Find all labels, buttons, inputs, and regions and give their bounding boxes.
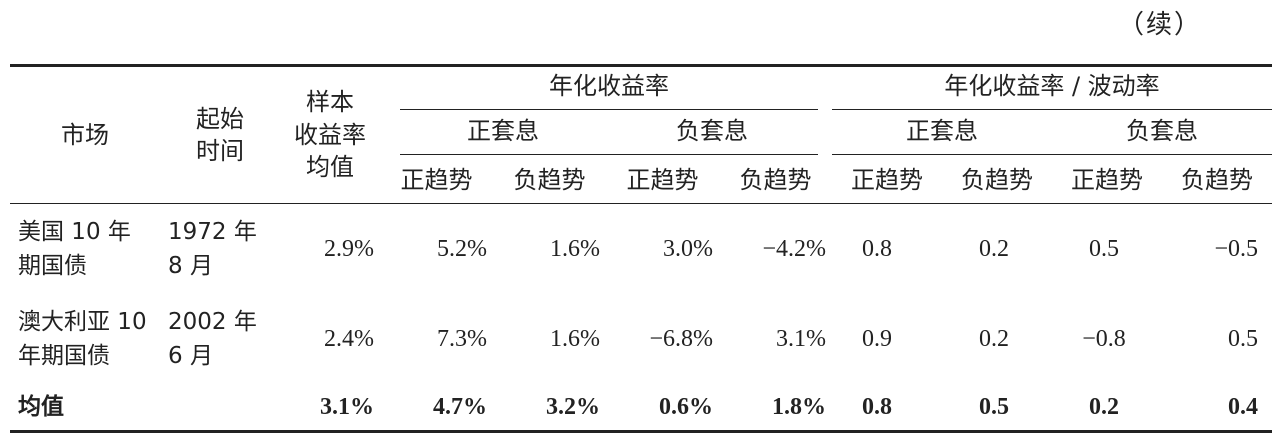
cell-value: 0.6% bbox=[606, 384, 719, 433]
cell-value: 3.2% bbox=[493, 384, 606, 433]
cell-value: 0.5 bbox=[1228, 325, 1259, 352]
cell-value: 1.8% bbox=[719, 384, 832, 433]
continued-label: （续） bbox=[1117, 10, 1202, 40]
cell-value: −6.8% bbox=[649, 325, 713, 352]
cell-value: 4.7% bbox=[380, 384, 493, 433]
cell-start: 1972 年 8 月 bbox=[168, 218, 257, 280]
cell-value: 0.4 bbox=[1162, 384, 1273, 433]
cell-value: 1.6% bbox=[550, 235, 600, 262]
header-neg-carry-2: 负套息 bbox=[1052, 113, 1273, 157]
table-row-mean: 均值 3.1% 4.7% 3.2% 0.6% 1.8% 0.8 0.5 0.2 … bbox=[10, 384, 1273, 433]
cell-start bbox=[160, 384, 280, 433]
cell-value: 1.6% bbox=[550, 325, 600, 352]
header-annual-return-vol: 年化收益率 / 波动率 bbox=[832, 64, 1273, 113]
cell-value: 2.4% bbox=[324, 325, 374, 352]
data-table: 市场 起始 时间 样本 收益率 均值 年化收益率 年化收益率 / 波动率 正套息… bbox=[10, 64, 1273, 433]
header-annual-return: 年化收益率 bbox=[380, 64, 832, 113]
header-pos-trend: 正趋势 bbox=[380, 157, 493, 204]
cell-value: 0.8 bbox=[832, 384, 942, 433]
header-neg-trend: 负趋势 bbox=[942, 157, 1052, 204]
cell-value: 3.1% bbox=[776, 325, 826, 352]
header-pos-trend: 正趋势 bbox=[606, 157, 719, 204]
cell-value: 0.9 bbox=[862, 325, 892, 352]
table-row: 美国 10 年 期国债 1972 年 8 月 2.9% 5.2% 1.6% 3.… bbox=[10, 204, 1272, 295]
header-neg-trend: 负趋势 bbox=[719, 157, 832, 204]
cell-value: −0.8 bbox=[1082, 325, 1126, 352]
header-market: 市场 bbox=[10, 64, 160, 204]
cell-value: −4.2% bbox=[762, 235, 826, 262]
cell-value: 0.8 bbox=[862, 235, 892, 262]
cell-value: 0.5 bbox=[1089, 235, 1119, 262]
table-row: 澳大利亚 10 年期国债 2002 年 6 月 2.4% 7.3% 1.6% −… bbox=[10, 294, 1272, 384]
cell-value: 3.0% bbox=[663, 235, 713, 262]
cell-value: 2.9% bbox=[324, 235, 374, 262]
cell-value: −0.5 bbox=[1214, 235, 1259, 262]
cell-market: 均值 bbox=[10, 384, 160, 433]
cell-market: 澳大利亚 10 年期国债 bbox=[18, 308, 147, 370]
cell-value: 7.3% bbox=[437, 325, 487, 352]
cell-value: 0.2 bbox=[979, 235, 1009, 262]
header-sample-mean: 样本 收益率 均值 bbox=[280, 64, 380, 204]
cell-start: 2002 年 6 月 bbox=[168, 308, 257, 370]
header-pos-trend: 正趋势 bbox=[832, 157, 942, 204]
cell-value: 3.1% bbox=[280, 384, 380, 433]
header-neg-trend: 负趋势 bbox=[1162, 157, 1273, 204]
header-neg-carry-1: 负套息 bbox=[606, 113, 832, 157]
cell-value: 0.2 bbox=[1052, 384, 1162, 433]
cell-value: 5.2% bbox=[437, 235, 487, 262]
header-pos-trend: 正趋势 bbox=[1052, 157, 1162, 204]
header-start: 起始 时间 bbox=[160, 64, 280, 204]
header-pos-carry-1: 正套息 bbox=[380, 113, 606, 157]
header-neg-trend: 负趋势 bbox=[493, 157, 606, 204]
header-pos-carry-2: 正套息 bbox=[832, 113, 1052, 157]
cell-market: 美国 10 年 期国债 bbox=[18, 218, 131, 280]
cell-value: 0.5 bbox=[942, 384, 1052, 433]
cell-value: 0.2 bbox=[979, 325, 1009, 352]
